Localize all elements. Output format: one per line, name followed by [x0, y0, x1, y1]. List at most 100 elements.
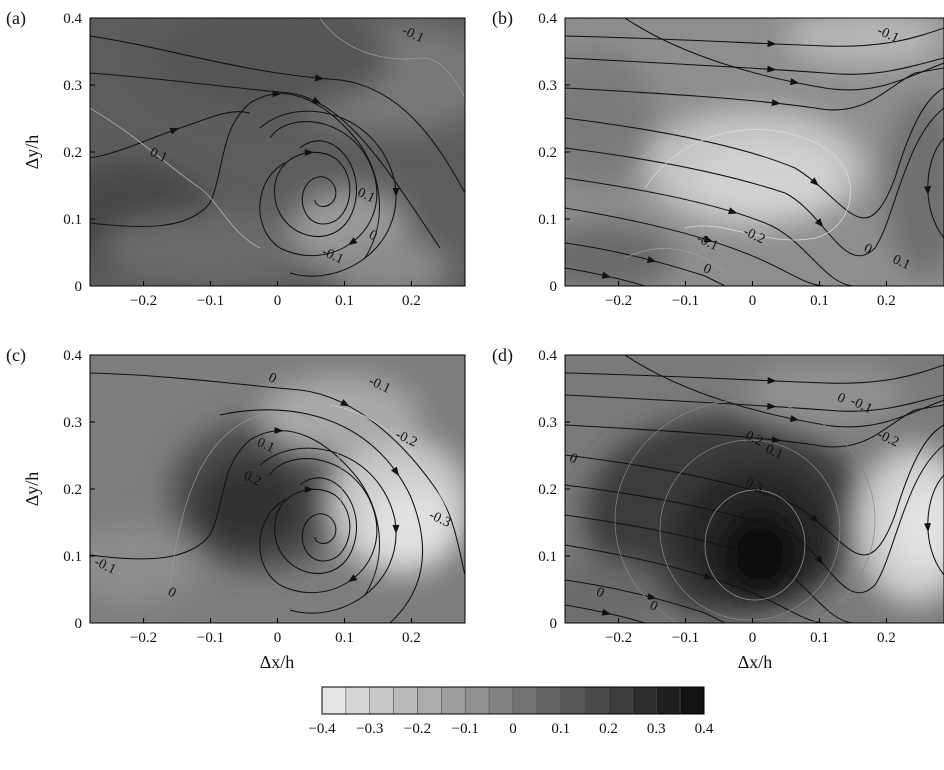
- panel-b-streamlines: [565, 18, 944, 286]
- panel-d-ytick-label: 0.2: [538, 482, 557, 498]
- panel-d-xlabel: Δx/h: [738, 652, 773, 672]
- panel-b-xtick-label: 0.2: [877, 293, 896, 309]
- panel-a-xtick-label: 0: [274, 293, 282, 309]
- streamline-arrow: [314, 74, 325, 82]
- panel-a-ytick-label: 0.4: [63, 11, 82, 27]
- streamline-arrow: [809, 177, 820, 186]
- panel-c-streamlines: [90, 372, 465, 623]
- colorbar-swatch: [464, 686, 490, 715]
- panel-b-ytick-label: 0: [550, 279, 558, 295]
- panel-c-xtick-label: −0.2: [130, 630, 157, 646]
- streamline-arrow: [814, 555, 824, 565]
- panel-c-xlabel: Δx/h: [260, 652, 295, 672]
- panel-c: 0 -0.1-0.20.10.2-0.3-0.10: [89, 354, 466, 624]
- panel-d-contour-fill: [565, 360, 944, 623]
- panel-b-label: (b): [492, 8, 513, 29]
- panel-c-plot: 0 -0.1-0.20.10.2-0.3-0.10: [90, 355, 465, 623]
- streamline-arrow: [274, 427, 284, 435]
- streamline-arrow: [601, 608, 612, 616]
- panel-d-ytick-label: 0.1: [538, 549, 557, 565]
- streamline-arrow: [789, 78, 800, 85]
- colorbar-tick-label: −0.3: [356, 721, 383, 737]
- colorbar-swatch: [536, 686, 562, 715]
- panel-a-ytick-label: 0.2: [63, 145, 82, 161]
- panel-d-ytick-label: 0.3: [538, 415, 557, 431]
- streamline-arrow: [392, 524, 400, 534]
- panel-d-contour-label: 0.1: [763, 442, 785, 463]
- panel-d-xtick-label: 0.2: [877, 630, 896, 646]
- colorbar-swatch: [488, 686, 514, 715]
- colorbar-swatch: [512, 686, 538, 715]
- panel-a-ytick-label: 0.1: [63, 212, 82, 228]
- colorbar-tick-label: 0.1: [551, 721, 570, 737]
- streamline-arrow: [391, 466, 399, 477]
- colorbar-tick-label: 0.2: [599, 721, 618, 737]
- streamline-arrow: [728, 207, 738, 215]
- panel-b-xtick-label: −0.2: [605, 293, 632, 309]
- panel-a-contour-label: 0.1: [147, 145, 169, 166]
- panel-b-contour-lines: [624, 129, 851, 274]
- panel-d-contour-label: 0.3: [743, 475, 765, 496]
- streamline-arrow: [814, 218, 824, 228]
- streamline-arrow: [340, 399, 350, 407]
- colorbar-frame: [321, 686, 705, 715]
- panel-c-ytick-label: 0.2: [63, 482, 82, 498]
- panel-d-xtick-label: −0.2: [605, 630, 632, 646]
- panel-a-xtick-label: −0.1: [197, 293, 224, 309]
- panel-d-xtick-label: 0.1: [810, 630, 829, 646]
- streamline-arrow: [392, 187, 400, 197]
- panel-d-ytick-label: 0: [550, 616, 558, 632]
- colorbar-tick-label: −0.1: [452, 721, 479, 737]
- panel-c-ytick-label: 0.1: [63, 549, 82, 565]
- panel-c-ytick-label: 0: [75, 616, 83, 632]
- streamline-arrow: [646, 593, 657, 600]
- streamline-arrow: [767, 377, 777, 385]
- panel-b-xtick-label: −0.1: [672, 293, 699, 309]
- panel-a-ylabel: Δy/h: [22, 135, 42, 170]
- colorbar-swatch: [321, 686, 347, 715]
- panel-a-plot: 0.1-0.10.10-0.1: [90, 18, 465, 286]
- panel-c-label: (c): [6, 345, 26, 366]
- panel-a-ytick-label: 0: [75, 279, 83, 295]
- panel-c-contour-label: 0.1: [254, 435, 276, 456]
- panel-c-xtick-label: −0.1: [197, 630, 224, 646]
- colorbar-swatch: [417, 686, 442, 715]
- panel-d-label: (d): [492, 345, 513, 366]
- streamline-arrow: [347, 237, 358, 246]
- panel-c-contour-lines: [169, 404, 461, 586]
- panel-d-streamlines: [565, 355, 944, 623]
- panel-a-label: (a): [6, 8, 26, 29]
- streamline-arrow: [924, 186, 931, 196]
- streamline-arrow: [767, 65, 777, 73]
- streamline-arrow: [728, 544, 738, 552]
- streamline-arrow: [767, 40, 777, 48]
- panel-a-xtick-label: 0.2: [402, 293, 421, 309]
- streamline-arrow: [703, 572, 714, 580]
- colorbar-tick-label: −0.4: [308, 721, 336, 737]
- colorbar-tick-label: 0.4: [695, 721, 714, 737]
- panel-c-xtick-label: 0.1: [335, 630, 354, 646]
- colorbar-swatch: [560, 686, 585, 715]
- panel-c-xtick-label: 0: [274, 630, 282, 646]
- panel-a-xtick-label: 0.1: [335, 293, 354, 309]
- panel-b-xtick-label: 0.1: [810, 293, 829, 309]
- streamline-arrow: [809, 514, 820, 523]
- streamline-arrow: [601, 271, 612, 279]
- streamline-arrow: [703, 235, 714, 243]
- axes-layer: −0.2 −0.1 0 0.1 0.200.10.20.30.4−0.2 −0.1 0 0.1…: [63, 11, 896, 646]
- colorbar-tick-label: 0: [509, 721, 517, 737]
- colorbar-tick-label: −0.2: [404, 721, 431, 737]
- colorbar-swatch: [345, 686, 371, 715]
- panel-d-xtick-label: 0: [749, 630, 757, 646]
- streamline-arrow: [304, 149, 314, 157]
- colorbar-swatch: [584, 686, 609, 715]
- panel-b-contour-fill: [565, 18, 944, 286]
- streamline-arrow: [311, 96, 322, 105]
- panel-a-ytick-label: 0.3: [63, 78, 82, 94]
- panel-c-ytick-label: 0.4: [63, 348, 82, 364]
- panel-d-contour-label: 0.2: [743, 428, 765, 449]
- streamline-arrow: [646, 256, 657, 263]
